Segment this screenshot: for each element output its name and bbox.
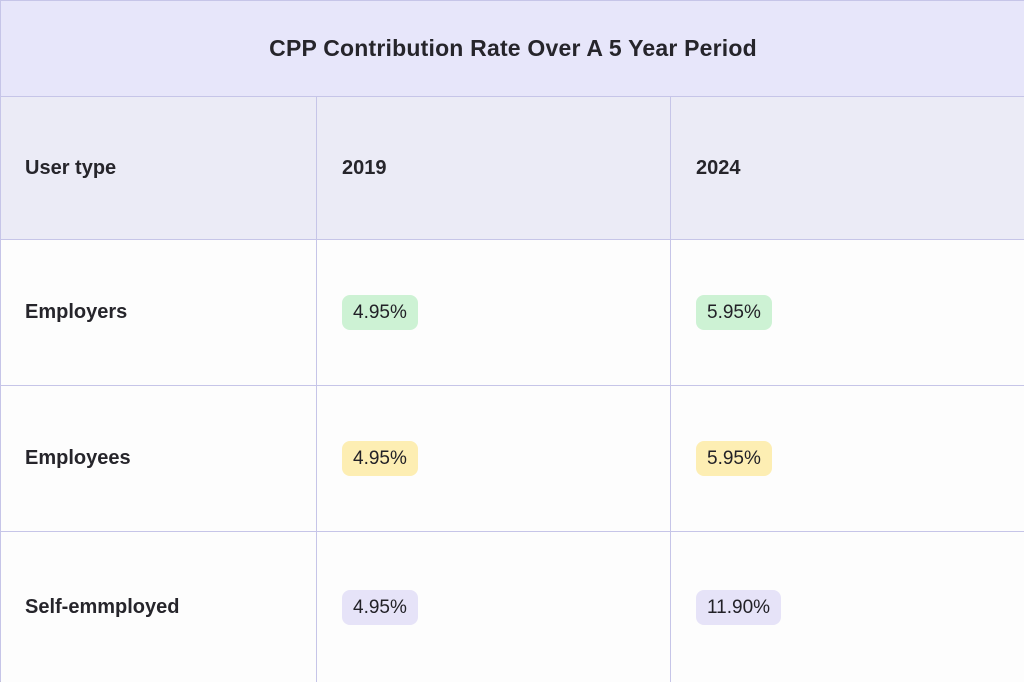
value-badge: 11.90% [696,589,782,625]
row-label-text: Employers [25,301,128,323]
value-badge: 4.95% [342,589,418,625]
page-title: CPP Contribution Rate Over A 5 Year Peri… [269,35,757,61]
value-badge: 4.95% [342,295,418,330]
column-header-label: 2024 [696,156,741,179]
row-label-employers: Employers [1,240,316,386]
row-label-employees: Employees [1,386,316,532]
table-title-band: CPP Contribution Rate Over A 5 Year Peri… [1,0,1024,97]
row-label-text: Employees [25,447,131,469]
cell-employees-2024: 5.95% [670,386,1024,532]
column-header-2024: 2024 [670,97,1024,240]
cell-employees-2019: 4.95% [316,386,670,532]
column-header-user-type: User type [1,97,316,240]
cell-self-employed-2024: 11.90% [670,532,1024,682]
value-badge: 4.95% [342,441,418,476]
value-badge: 5.95% [696,441,772,476]
cell-employers-2019: 4.95% [316,240,670,386]
cell-self-employed-2019: 4.95% [316,532,670,682]
row-label-self-employed: Self-emmployed [1,532,316,682]
column-header-2019: 2019 [316,97,670,240]
column-header-label: User type [25,156,117,179]
cell-employers-2024: 5.95% [670,240,1024,386]
row-label-text: Self-emmployed [25,595,180,618]
column-header-label: 2019 [342,156,387,179]
value-badge: 5.95% [696,295,772,330]
